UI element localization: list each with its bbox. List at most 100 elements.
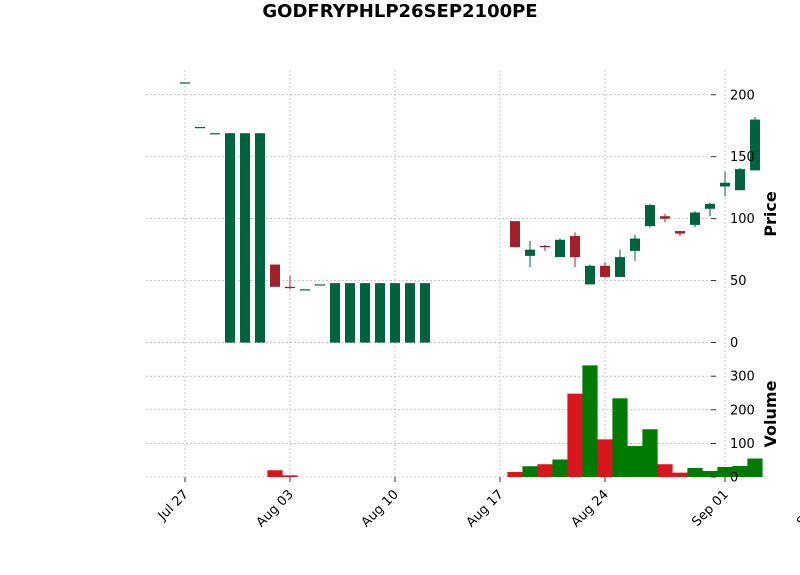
candle-body: [600, 265, 610, 277]
candle: [420, 283, 430, 343]
candle: [735, 167, 745, 191]
candle: [315, 284, 325, 286]
candle-body: [255, 133, 265, 343]
candle-body: [390, 283, 400, 343]
volume-bar: [627, 446, 643, 477]
price-tick-label: 50: [730, 274, 747, 289]
candle-body: [240, 133, 250, 343]
candle: [390, 283, 400, 343]
volume-bar: [522, 466, 538, 477]
volume-bar: [612, 398, 628, 477]
volume-bar: [747, 458, 763, 477]
price-axis: 0 50 100 150 200: [711, 88, 755, 351]
candle: [720, 171, 730, 197]
candle: [330, 283, 340, 343]
x-tick-label: Sep 08: [794, 487, 800, 530]
candle: [510, 221, 520, 248]
volume-bar: [597, 439, 613, 477]
candle: [180, 82, 190, 84]
candle: [240, 133, 250, 343]
price-tick-label: 150: [730, 150, 755, 165]
candle: [345, 283, 355, 343]
volume-bar: [732, 465, 748, 477]
candle-body: [570, 236, 580, 258]
candle: [690, 211, 700, 228]
volume-tick-label: 0: [730, 471, 738, 486]
candle: [225, 133, 235, 343]
candle: [750, 117, 760, 171]
price-tick-label: 0: [730, 336, 738, 351]
volume-bar: [702, 470, 718, 477]
candle-body: [630, 238, 640, 251]
candle-body: [180, 82, 190, 84]
candle-body: [660, 216, 670, 219]
volume-tick-label: 300: [730, 370, 755, 385]
volume-bar: [537, 464, 553, 477]
candle-body: [585, 265, 595, 285]
volume-bars: [267, 365, 763, 477]
volume-bar: [687, 467, 703, 477]
candle: [405, 283, 415, 343]
candle-body: [210, 133, 220, 135]
candle: [705, 202, 715, 217]
candle: [540, 244, 550, 251]
price-tick-label: 200: [730, 88, 755, 103]
x-tick-label: Aug 17: [464, 487, 507, 530]
candle: [660, 213, 670, 223]
candle-body: [195, 127, 205, 129]
candle-body: [720, 182, 730, 187]
volume-bar: [507, 471, 523, 477]
x-tick-label: Aug 24: [569, 487, 612, 530]
candle-body: [555, 239, 565, 258]
volume-axis: 0 100 200 300: [711, 370, 755, 486]
chart-title: GODFRYPHLP26SEP2100PE: [262, 1, 537, 22]
volume-bar: [582, 365, 598, 477]
candle: [255, 133, 265, 343]
candle-body: [510, 221, 520, 248]
candle: [195, 127, 205, 129]
candle-body: [615, 257, 625, 277]
candle: [585, 264, 595, 285]
candle-body: [525, 249, 535, 256]
candle: [270, 264, 280, 287]
price-tick-label: 100: [730, 212, 755, 227]
x-tick-label: Aug 03: [254, 487, 297, 530]
candle-body: [300, 289, 310, 291]
volume-tick-label: 200: [730, 403, 755, 418]
candle-body: [345, 283, 355, 343]
volume-bar: [657, 464, 673, 477]
candle-body: [375, 283, 385, 343]
candle-body: [285, 286, 295, 289]
candle-body: [645, 205, 655, 227]
candle-body: [330, 283, 340, 343]
candle-body: [360, 283, 370, 343]
volume-bar: [552, 459, 568, 477]
volume-bar: [267, 470, 283, 477]
candle-body: [540, 245, 550, 248]
candle: [285, 275, 295, 290]
candle: [300, 289, 310, 291]
price-candles: [180, 82, 760, 343]
volume-bar: [672, 472, 688, 477]
x-tick-label: Sep 01: [689, 487, 732, 530]
candle: [630, 234, 640, 261]
candle: [645, 203, 655, 228]
candle: [615, 249, 625, 277]
candle-body: [225, 133, 235, 343]
volume-bar: [282, 475, 298, 477]
candle: [675, 231, 685, 237]
candle: [600, 262, 610, 279]
candle-body: [735, 169, 745, 191]
price-axis-label: Price: [761, 191, 780, 237]
candle: [570, 232, 580, 268]
candle-body: [705, 203, 715, 209]
x-tick-label: Jul 27: [155, 487, 192, 524]
candle: [210, 133, 220, 135]
candle: [555, 238, 565, 258]
candle-body: [690, 212, 700, 225]
candle-body: [405, 283, 415, 343]
volume-axis-label: Volume: [761, 380, 780, 447]
candle-body: [675, 231, 685, 234]
